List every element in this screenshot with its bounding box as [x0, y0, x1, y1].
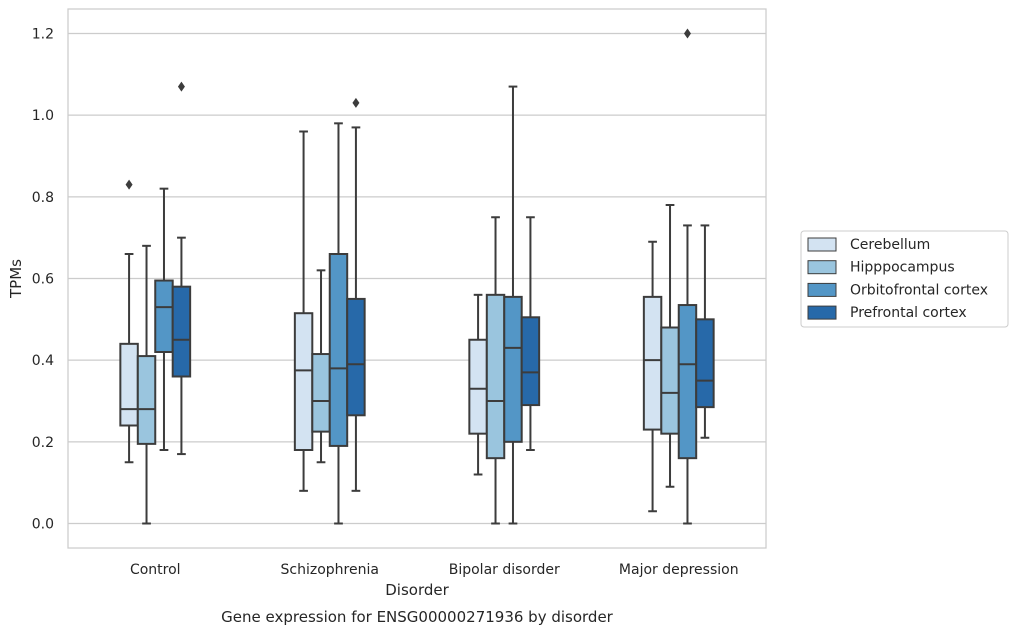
box-prefrontal-cortex: [171, 81, 192, 456]
legend-label: Cerebellum: [850, 237, 930, 253]
box-body: [485, 293, 506, 460]
legend-frame: [800, 230, 1009, 328]
box-prefrontal-cortex: [520, 216, 541, 451]
box-body: [328, 253, 349, 447]
box-cerebellum: [468, 293, 488, 476]
y-tick-label: 0.8: [32, 190, 54, 206]
legend-swatch: [807, 305, 837, 320]
box-body: [468, 338, 488, 435]
x-tick-label: Control: [130, 562, 181, 578]
box-body: [311, 353, 331, 433]
box-body: [346, 297, 366, 417]
outlier-point: [352, 97, 360, 108]
y-tick-labels: 0.0 0.2 0.4 0.6 0.8 1.0 1.2: [32, 27, 54, 533]
outlier-point: [683, 28, 691, 39]
box-orbitofrontal-cortex: [328, 122, 349, 525]
y-tick-label: 0.4: [32, 353, 54, 369]
legend-label: Orbitofrontal cortex: [850, 282, 988, 298]
box-body: [695, 318, 715, 409]
box-body: [520, 316, 541, 407]
box-body: [293, 312, 314, 452]
y-tick-label: 0.0: [32, 517, 54, 533]
outlier-point: [177, 81, 185, 92]
box-body: [171, 285, 192, 378]
x-tick-label: Major depression: [619, 562, 739, 578]
box-body: [642, 295, 663, 431]
box-body: [154, 279, 174, 353]
grid-lines: [68, 32, 766, 525]
x-tick-label: Schizophrenia: [281, 562, 379, 578]
plot-frame: [67, 8, 767, 549]
chart-caption: Gene expression for ENSG00000271936 by d…: [221, 608, 614, 626]
box-body: [503, 295, 523, 443]
box-hipppocampus: [136, 244, 157, 525]
y-tick-label: 0.2: [32, 435, 54, 451]
box-hipppocampus: [660, 204, 680, 488]
box-cerebellum: [293, 130, 314, 492]
box-hipppocampus: [311, 269, 331, 464]
box-cerebellum: [642, 240, 663, 513]
legend-swatch: [807, 260, 837, 275]
box-orbitofrontal-cortex: [154, 187, 174, 451]
box-body: [119, 342, 139, 427]
box-body: [660, 326, 680, 435]
legend: Cerebellum Hipppocampus Orbitofrontal cort…: [800, 230, 1009, 328]
y-tick-label: 0.6: [32, 272, 54, 288]
legend-label: Prefrontal cortex: [850, 305, 967, 321]
outlier-point: [125, 179, 133, 190]
x-tick-labels: Control Schizophrenia Bipolar disorder Majo…: [130, 562, 739, 578]
legend-label: Hipppocampus: [850, 260, 955, 276]
legend-swatch: [807, 282, 837, 297]
box-body: [136, 355, 157, 445]
box-prefrontal-cortex: [346, 97, 366, 492]
y-tick-label: 1.2: [32, 27, 54, 43]
x-axis-label: Disorder: [385, 581, 449, 599]
box-prefrontal-cortex: [695, 224, 715, 439]
box-orbitofrontal-cortex: [677, 28, 698, 525]
box-cerebellum: [119, 179, 139, 464]
y-tick-label: 1.0: [32, 108, 54, 124]
box-orbitofrontal-cortex: [503, 85, 523, 525]
x-tick-label: Bipolar disorder: [449, 562, 560, 578]
y-axis-label: TPMs: [7, 259, 25, 299]
legend-swatch: [807, 237, 837, 252]
box-hipppocampus: [485, 216, 506, 525]
box-groups: [119, 28, 715, 525]
box-body: [677, 304, 698, 460]
